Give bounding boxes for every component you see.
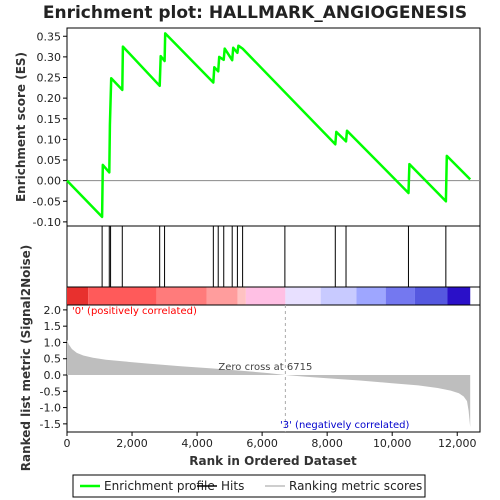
metric-y-tick-label: -1.5 — [40, 418, 61, 431]
es-y-ticks: -0.10 -0.05 0.00 0.05 0.10 0.15 0.20 0.25 0.30 0.… — [33, 30, 67, 229]
es-y-tick-label: 0.10 — [37, 133, 62, 146]
color-bar-segment — [447, 287, 471, 305]
x-tick-label: 12,000 — [438, 437, 477, 450]
x-tick-label: 6,000 — [246, 437, 278, 450]
color-bar-segment — [414, 287, 448, 305]
x-tick-label: 4,000 — [181, 437, 213, 450]
metric-x-ticks: 0 2,000 4,000 6,000 8,000 10,000 12,000 — [64, 432, 477, 450]
es-y-axis-title: Enrichment score (ES) — [14, 52, 28, 202]
metric-y-axis-title: Ranked list metric (Signal2Noise) — [19, 245, 33, 472]
color-bar-segment — [237, 287, 246, 305]
legend-label: Hits — [221, 479, 244, 493]
es-panel: -0.10 -0.05 0.00 0.05 0.10 0.15 0.20 0.25 0.30 0.… — [14, 27, 481, 229]
metric-panel: Zero cross at 6715 '0' (positively corre… — [19, 245, 481, 472]
metric-y-tick-label: 1.0 — [44, 336, 62, 349]
positive-correlation-label: '0' (positively correlated) — [72, 306, 197, 317]
metric-y-tick-label: -0.5 — [40, 385, 61, 398]
metric-y-tick-label: 1.5 — [44, 320, 62, 333]
metric-y-ticks: -1.5 -1.0 -0.5 0.0 0.5 1.0 1.5 2.0 — [40, 304, 67, 431]
x-tick-label: 8,000 — [311, 437, 343, 450]
color-bar-segment — [385, 287, 415, 305]
hits-panel — [66, 225, 481, 288]
hit-lines — [101, 226, 447, 287]
es-y-tick-label: 0.25 — [37, 72, 62, 85]
es-y-tick-label: 0.00 — [37, 175, 62, 188]
legend-items: Enrichment profile Hits Ranking metric sco… — [80, 479, 422, 493]
metric-y-tick-label: 0.5 — [44, 353, 62, 366]
es-panel-frame — [66, 27, 481, 227]
metric-y-tick-label: -1.0 — [40, 402, 61, 415]
x-tick-label: 2,000 — [116, 437, 148, 450]
color-bar-segment — [320, 287, 357, 305]
color-bar-segment — [285, 287, 321, 305]
x-tick-label: 0 — [64, 437, 71, 450]
rank-color-bar — [66, 286, 481, 306]
metric-y-tick-label: 2.0 — [44, 304, 62, 317]
color-bar-segment — [206, 287, 238, 305]
legend: Enrichment profile Hits Ranking metric sco… — [72, 474, 426, 498]
legend-label: Ranking metric scores — [289, 479, 422, 493]
negative-correlation-label: '3' (negatively correlated) — [280, 420, 409, 431]
zero-cross-label: Zero cross at 6715 — [218, 362, 312, 373]
color-bar-segments — [67, 287, 471, 305]
color-bar-segment — [356, 287, 386, 305]
color-bar-segment — [245, 287, 286, 305]
es-y-tick-label: 0.30 — [37, 51, 62, 64]
legend-label: Enrichment profile — [104, 479, 215, 493]
x-tick-label: 10,000 — [373, 437, 412, 450]
es-y-tick-label: -0.10 — [33, 216, 61, 229]
x-axis-title: Rank in Ordered Dataset — [189, 454, 357, 468]
es-y-tick-label: 0.35 — [37, 30, 62, 43]
metric-y-tick-label: 0.0 — [44, 369, 62, 382]
es-y-tick-label: 0.05 — [37, 154, 62, 167]
es-y-tick-label: -0.05 — [33, 195, 61, 208]
hits-panel-frame — [66, 225, 481, 288]
color-bar-segment — [88, 287, 157, 305]
legend-box — [72, 474, 426, 498]
color-bar-segment — [67, 287, 89, 305]
es-y-tick-label: 0.15 — [37, 113, 62, 126]
chart-title: Enrichment plot: HALLMARK_ANGIOGENESIS — [43, 3, 467, 23]
enrichment-profile-line — [66, 32, 472, 219]
es-y-tick-label: 0.20 — [37, 92, 62, 105]
color-bar-segment — [156, 287, 207, 305]
